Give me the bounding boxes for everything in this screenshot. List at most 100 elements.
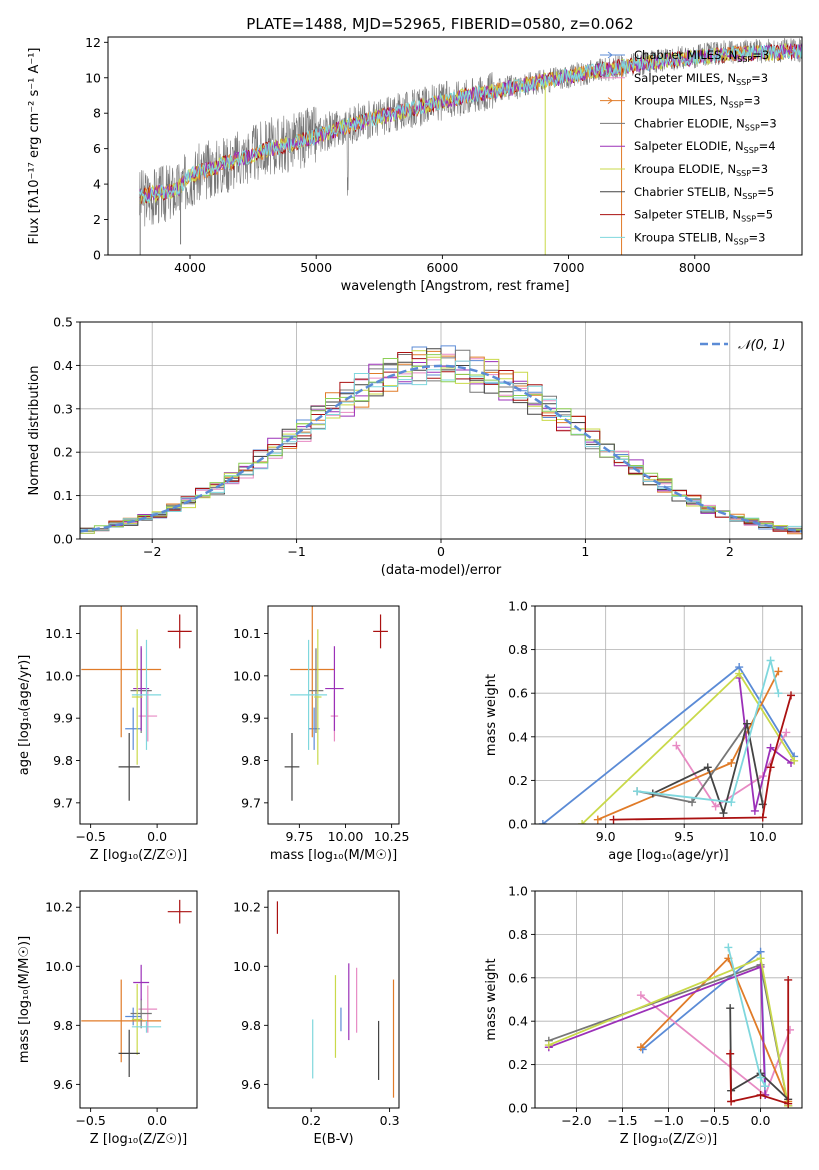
y-tick-label: 0	[93, 248, 101, 263]
data-point	[284, 732, 300, 801]
data-point	[167, 899, 192, 924]
weight-marker	[743, 719, 752, 728]
legend-label-sub: SSP	[736, 78, 751, 87]
panel-mass_vs_Z: −0.5 0.0 9.6 9.8 10.0 10.2 Z [log₁₀(Z/Z☉)] mass…	[17, 890, 198, 1147]
axes-frame	[267, 605, 400, 825]
legend-label-sub: SSP	[734, 237, 749, 246]
x-tick-label: −1	[287, 544, 305, 559]
panel-residuals: −2 −1 0 1 2 0.0 0.1 0.2 0.3 0.4 0.5 (data-model)/er…	[27, 315, 803, 578]
y-tick-label: 0.2	[53, 445, 73, 460]
legend-label-sub: SSP	[737, 55, 752, 64]
y-tick-label: 8	[93, 106, 101, 121]
weight-marker	[761, 1082, 770, 1091]
y-tick-label: 9.8	[241, 753, 261, 768]
y-tick-label: 4	[93, 177, 101, 192]
y-tick-label: 9.6	[53, 1077, 73, 1092]
legend-label: Salpeter ELODIE, NSSP=4	[634, 139, 776, 155]
y-tick-label: 0.0	[508, 817, 528, 832]
data-point	[81, 979, 162, 1063]
x-axis-label: (data-model)/error	[381, 563, 502, 578]
data-point	[118, 732, 140, 801]
weight-marker	[787, 691, 796, 700]
legend-label-sub: SSP	[742, 192, 757, 201]
y-tick-label: 12	[85, 35, 101, 50]
weight-marker	[726, 1004, 735, 1013]
x-axis-label: Z [log₁₀(Z/Z☉)]	[90, 848, 187, 863]
y-tick-label: 9.9	[241, 711, 261, 726]
y-tick-label: 0.8	[508, 927, 528, 942]
plot-area	[81, 899, 192, 1077]
y-tick-label: 10.1	[233, 626, 261, 641]
legend-label-main: Kroupa ELODIE, N	[634, 162, 736, 176]
weight-marker	[688, 798, 697, 807]
panel-spectrum: 4000 5000 6000 7000 8000 0 2 4 6 8 10 12 wavelength …	[27, 35, 803, 294]
legend-label-tail: =3	[760, 116, 777, 130]
legend-label: Chabrier MILES, NSSP=3	[634, 48, 769, 64]
legend-label-main: Kroupa STELIB, N	[634, 230, 734, 244]
data-point	[131, 1020, 162, 1033]
y-tick-label: 0.3	[53, 401, 73, 416]
legend-label-tail: =3	[744, 94, 761, 108]
legend-marker	[607, 51, 613, 59]
legend-label-main: Salpeter STELIB, N	[634, 208, 741, 222]
x-tick-label: −0.5	[75, 829, 105, 844]
data-point	[81, 606, 162, 738]
y-tick-label: 0.0	[53, 532, 73, 547]
x-tick-label: 9.0	[596, 829, 616, 844]
data-point	[131, 629, 143, 765]
x-tick-label: −0.5	[699, 1113, 729, 1128]
y-tick-label: 9.9	[53, 711, 73, 726]
weight-marker	[633, 787, 642, 796]
x-axis-label: wavelength [Angstrom, rest frame]	[341, 279, 570, 294]
weight-marker	[766, 743, 775, 752]
data-point	[133, 964, 150, 1001]
y-tick-label: 9.7	[53, 795, 73, 810]
x-tick-label: −0.5	[75, 1113, 105, 1128]
weight-marker	[544, 1041, 553, 1050]
legend-label: Chabrier ELODIE, NSSP=3	[634, 116, 777, 132]
weight-marker	[784, 975, 793, 984]
x-tick-label: −2	[143, 544, 161, 559]
x-tick-label: 1	[581, 544, 589, 559]
weight-marker	[609, 815, 618, 824]
weight-marker	[766, 763, 775, 772]
weight-marker	[784, 1099, 793, 1108]
panel-age_vs_mass: 9.75 10.00 10.25 9.7 9.8 9.9 10.0 10.1 mass [log…	[233, 605, 410, 863]
axes-frame	[107, 36, 803, 256]
legend-label-sub: SSP	[744, 146, 759, 155]
y-tick-label: 10.2	[45, 900, 73, 915]
weight-marker	[774, 667, 783, 676]
x-tick-label: 4000	[174, 260, 206, 275]
plot-area	[538, 656, 799, 824]
y-axis-label: mass weight	[484, 958, 499, 1040]
legend-label-tail: =4	[759, 139, 776, 153]
weight-marker	[774, 689, 783, 698]
legend-label-sub: SSP	[745, 123, 760, 132]
y-axis-label: Normed distribution	[27, 366, 42, 496]
y-tick-label: 10.0	[233, 959, 261, 974]
y-tick-label: 10.0	[45, 668, 73, 683]
legend-label: Kroupa STELIB, NSSP=3	[634, 230, 765, 246]
x-axis-label: E(B-V)	[313, 1132, 353, 1147]
legend-label-main: Salpeter MILES, N	[634, 71, 736, 85]
y-tick-label: 9.8	[53, 1018, 73, 1033]
weight-marker	[538, 820, 547, 824]
weight-marker	[786, 1025, 795, 1034]
weight-marker	[724, 943, 733, 952]
axes-frame	[267, 890, 400, 1109]
panel-weight_vs_Z: −2.0 −1.5 −1.0 −0.5 0.0 0.0 0.2 0.4 0.6 0.8 1.0 Z […	[484, 884, 803, 1147]
axes-frame	[79, 890, 198, 1109]
legend-label-tail: =3	[752, 48, 769, 62]
plot-area	[544, 943, 795, 1108]
plot-area	[276, 901, 395, 1098]
legend-label-main: Salpeter ELODIE, N	[634, 139, 744, 153]
legend-label-sub: SSP	[736, 169, 751, 178]
legend-label-main: Chabrier STELIB, N	[634, 185, 742, 199]
y-tick-label: 0.6	[508, 686, 528, 701]
weight-line	[729, 1008, 789, 1100]
weight-marker	[756, 962, 765, 971]
data-point	[131, 639, 162, 750]
y-tick-label: 2	[93, 212, 101, 227]
weight-marker	[593, 815, 602, 824]
weight-marker	[758, 813, 767, 822]
